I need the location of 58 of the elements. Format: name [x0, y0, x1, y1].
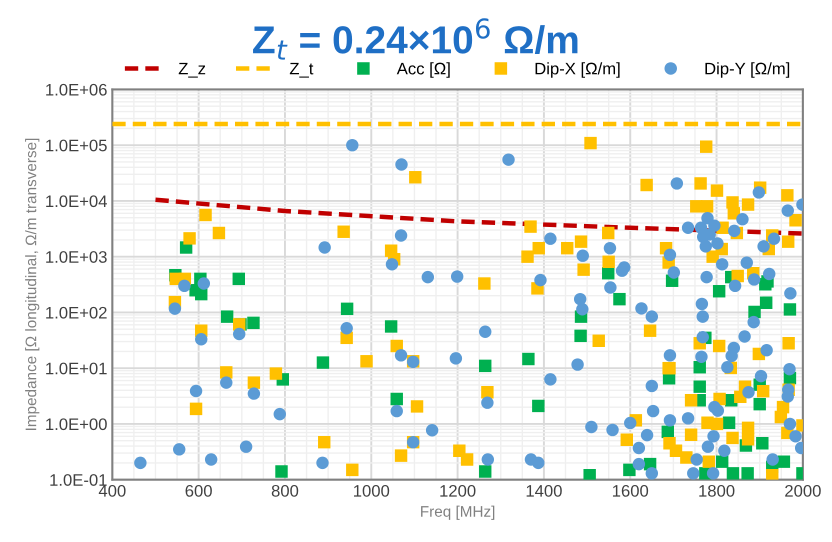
point: [760, 296, 772, 309]
y-tick-label: 1.0E-01: [50, 474, 107, 486]
point: [574, 330, 587, 342]
point: [532, 400, 545, 412]
point: [748, 306, 761, 318]
y-tick-label: 1.0E+05: [46, 140, 107, 152]
point: [712, 285, 726, 298]
chart-title: Z$_{t}$ = 0.24×10$^{6}$ Ω/m: [253, 18, 578, 60]
x-tick-label: 800: [272, 484, 298, 497]
point: [275, 465, 288, 478]
point: [247, 316, 260, 330]
point: [784, 303, 796, 316]
x-tick-label: 1200: [440, 484, 476, 497]
x-tick-label: 1800: [699, 484, 734, 497]
legend-label: Acc [Ω]: [396, 62, 450, 78]
legend-label: Dip-Y [Ω/m]: [705, 62, 790, 78]
point: [623, 464, 636, 476]
point: [694, 361, 706, 374]
point: [479, 465, 492, 478]
point: [613, 292, 626, 306]
x-tick-label: 400: [98, 484, 126, 497]
y-tick-label: 1.0E+02: [46, 306, 107, 319]
point: [754, 398, 766, 410]
legend-label: Z_t: [290, 62, 314, 78]
point: [662, 426, 674, 438]
point: [726, 467, 740, 480]
x-tick-label: 2000: [785, 484, 821, 497]
legend-label: Dip-X [Ω/m]: [536, 62, 620, 78]
point: [220, 310, 234, 323]
point: [340, 302, 354, 316]
point: [479, 360, 492, 372]
point: [583, 469, 596, 480]
legend-label: Z_z: [178, 62, 206, 78]
y-tick-label: 1.0E+01: [46, 362, 107, 374]
y-axis-title: Impedance [Ω longitudinal, Ω/m transverse]: [25, 138, 40, 430]
y-tick-label: 1.0E+04: [46, 195, 107, 208]
point: [390, 392, 403, 406]
x-tick-label: 1000: [354, 484, 390, 497]
point: [522, 352, 535, 366]
point: [716, 455, 728, 468]
point: [232, 272, 245, 286]
point: [694, 380, 706, 393]
x-tick-label: 600: [186, 484, 212, 497]
x-axis-title: Freq [MHz]: [421, 506, 494, 520]
y-tick-label: 1.0E+00: [46, 418, 107, 430]
point: [316, 356, 330, 369]
point: [741, 467, 754, 480]
y-tick-label: 1.0E+06: [46, 84, 107, 96]
point: [756, 437, 769, 450]
point: [602, 267, 614, 280]
y-tick-label: 1.0E+03: [46, 251, 107, 263]
line-series: [153, 198, 803, 236]
x-tick-label: 1400: [526, 484, 562, 497]
point: [778, 455, 790, 468]
point: [384, 320, 398, 333]
point: [722, 416, 736, 429]
point: [195, 288, 208, 300]
x-tick-label: 1600: [612, 484, 648, 497]
